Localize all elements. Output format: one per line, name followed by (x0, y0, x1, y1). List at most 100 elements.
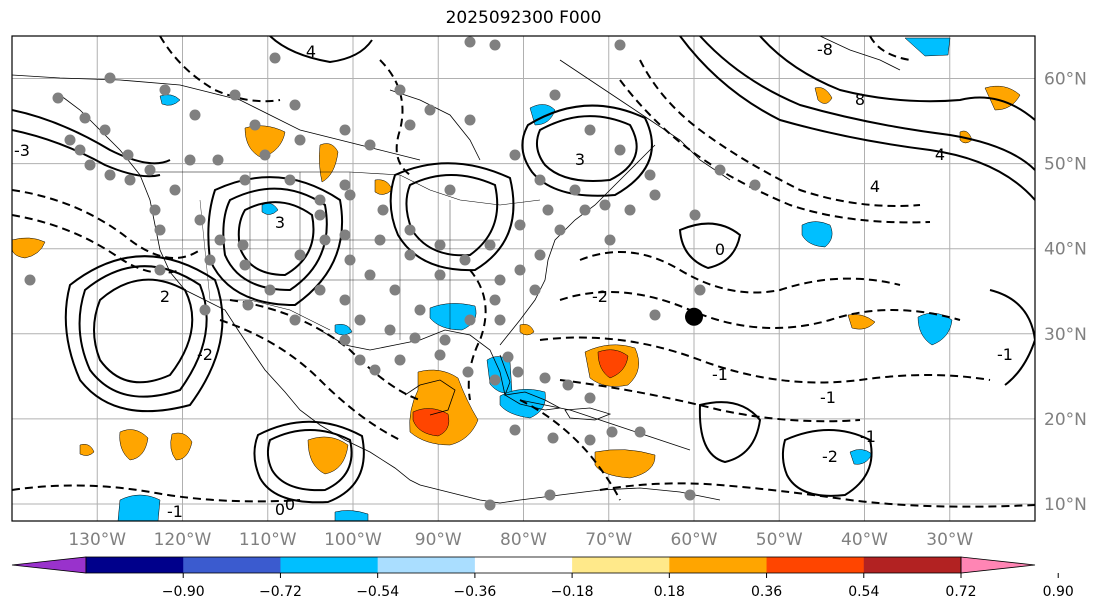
observation-point (484, 239, 496, 251)
contour-lines (12, 36, 1035, 504)
observation-point (434, 239, 446, 251)
contour-negative (229, 299, 421, 401)
coastline-yucatan (404, 379, 456, 416)
contour-label: 0 (715, 240, 725, 259)
observation-point (644, 169, 656, 181)
contour-label: 4 (935, 145, 945, 164)
observation-point (614, 144, 626, 156)
observation-point (464, 36, 476, 48)
observation-point (684, 489, 696, 501)
contour-positive (237, 201, 315, 277)
colorbar-extend-high (960, 556, 1036, 574)
observation-point (344, 189, 356, 201)
observation-point (294, 134, 306, 146)
contour-positive (759, 36, 1035, 121)
observation-point (239, 259, 251, 271)
observation-point (294, 249, 306, 261)
observation-markers (24, 36, 761, 511)
contour-positive (389, 162, 515, 272)
shading-orange (244, 125, 286, 159)
observation-point (259, 149, 271, 161)
observation-point (64, 134, 76, 146)
observation-point (344, 254, 356, 266)
shading-blue (334, 324, 353, 336)
contour-label: -2 (197, 345, 213, 364)
lon-tick-label: 80°W (500, 530, 547, 550)
colorbar-segment (863, 557, 962, 573)
colorbar-segment (474, 557, 573, 573)
lon-tick-label: 50°W (756, 530, 803, 550)
observation-point (624, 204, 636, 216)
observation-point (84, 159, 96, 171)
observation-point (149, 204, 161, 216)
contour-label: -1 (167, 502, 183, 521)
observation-point (549, 89, 561, 101)
contour-label: 3 (275, 213, 285, 232)
observation-point (212, 154, 224, 166)
observation-point (394, 84, 406, 96)
contour-lines-dashed (12, 36, 1035, 508)
lon-tick-label: 30°W (926, 530, 973, 550)
observation-point (409, 332, 421, 344)
colorbar-tick-label: 0.90 (1043, 584, 1074, 600)
lat-tick-label: 60°N (1044, 70, 1087, 90)
contour-label: 4 (870, 177, 880, 196)
observation-point (194, 214, 206, 226)
observation-point (374, 234, 386, 246)
observation-point (509, 149, 521, 161)
observation-point (689, 209, 701, 221)
observation-point (489, 294, 501, 306)
observation-point (314, 209, 326, 221)
contour-label: 0 (275, 500, 285, 519)
observation-point (79, 112, 91, 124)
lon-tick-label: 70°W (585, 530, 632, 550)
lat-tick-label: 50°N (1044, 155, 1087, 175)
coastline-gulf (319, 329, 511, 397)
contour-label: -1 (820, 388, 836, 407)
contour-label: -1 (712, 365, 728, 384)
contour-label: 4 (306, 42, 316, 61)
lat-tick-label: 10°N (1044, 495, 1087, 515)
observation-point (539, 372, 551, 384)
contour-negative (12, 484, 301, 503)
observation-point (269, 52, 281, 64)
lat-tick-label: 30°N (1044, 325, 1087, 345)
contour-positive (64, 255, 224, 413)
observation-point (494, 274, 506, 286)
observation-point (377, 204, 389, 216)
shading-orange (814, 87, 833, 104)
observation-point (237, 239, 249, 251)
contour-label: -1 (997, 345, 1013, 364)
shading-blue (334, 510, 369, 521)
contour-label: 2 (160, 287, 170, 306)
contour-negative (12, 189, 201, 259)
observation-point (389, 284, 401, 296)
colorbar-segment (766, 557, 865, 573)
grid-lines (12, 36, 1035, 521)
shading-orange (307, 436, 349, 475)
coastline-labrador (559, 59, 731, 181)
observation-point (489, 39, 501, 51)
contour-positive (521, 104, 653, 197)
observation-point (514, 264, 526, 276)
observation-point (494, 314, 506, 326)
contour-positive (679, 36, 1035, 201)
contour-label: 0 (285, 495, 295, 514)
contour-positive (405, 174, 499, 257)
observation-point (354, 354, 366, 366)
lon-tick-label: 120°W (154, 530, 212, 550)
observation-point (52, 92, 64, 104)
contour-positive (699, 36, 1035, 171)
observation-point (204, 254, 216, 266)
contour-value-labels: 4 3 2 -3 3 4 -2 -8 8 4 -1 0 -1 0 -2 -1 -2 -1 0 -1 (14, 40, 1013, 521)
observation-point (364, 139, 376, 151)
colorbar-segment (377, 557, 476, 573)
storm-center-marker (685, 307, 703, 326)
observation-point (542, 204, 554, 216)
contour-label: -1 (860, 427, 876, 446)
observation-point (404, 224, 416, 236)
colorbar-tick-label: 0.72 (945, 584, 976, 600)
observation-point (464, 114, 476, 126)
observation-point (534, 249, 546, 261)
lon-tick-label: 110°W (239, 530, 297, 550)
